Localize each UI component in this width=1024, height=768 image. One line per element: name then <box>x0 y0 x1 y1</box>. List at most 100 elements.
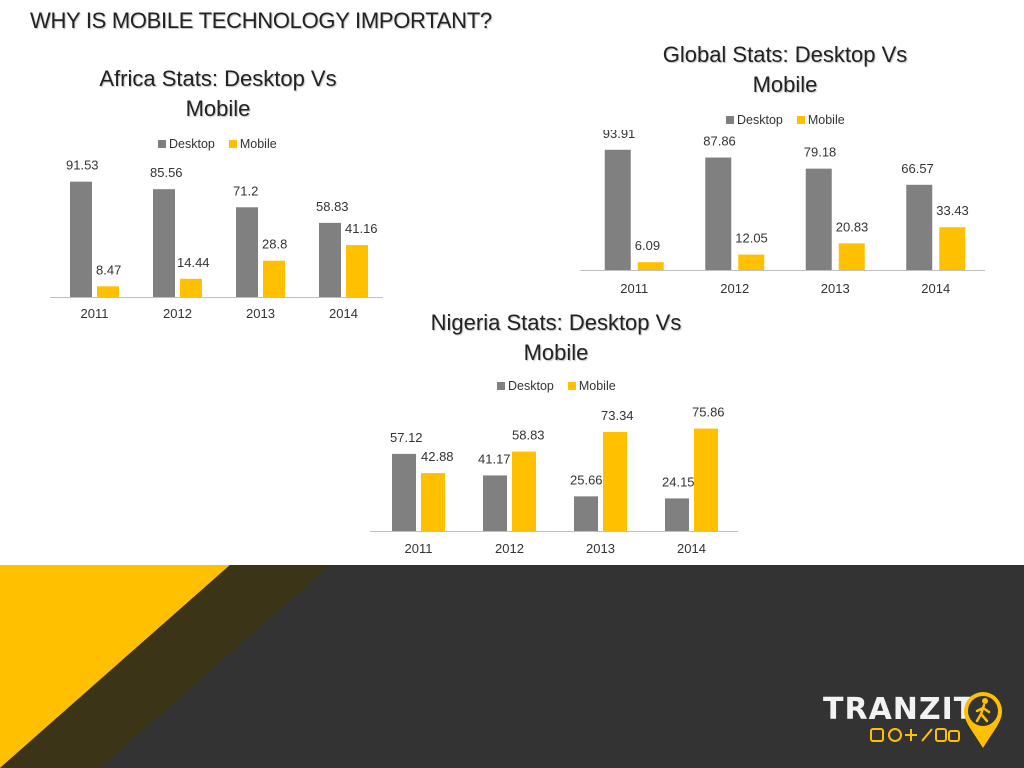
nigeria-bar-desktop-2014 <box>665 498 689 531</box>
nigeria-legend-mobile-label: Mobile <box>578 379 616 393</box>
africa-bar-mobile-2011 <box>97 286 119 297</box>
africa-data-label-mobile-2011: 8.47 <box>96 262 121 277</box>
africa-legend-mobile: Mobile <box>228 137 277 151</box>
global-bar-desktop-2011 <box>604 149 631 270</box>
africa-legend: Desktop Mobile <box>158 137 277 151</box>
global-legend-desktop-label: Desktop <box>737 113 783 127</box>
nigeria-chart-title-line1: Nigeria Stats: Desktop Vs <box>430 310 682 335</box>
africa-bar-mobile-2014 <box>346 245 368 297</box>
africa-data-label-desktop-2011: 91.53 <box>66 158 99 173</box>
africa-chart-title-line1: Africa Stats: Desktop Vs <box>99 66 337 91</box>
africa-legend-mobile-swatch <box>228 140 237 148</box>
footer-band <box>0 565 1024 768</box>
nigeria-legend: Desktop Mobile <box>497 379 616 393</box>
nigeria-chart-title: Nigeria Stats: Desktop Vs Mobile <box>396 308 716 368</box>
global-bar-desktop-2012 <box>705 157 732 270</box>
train-icon <box>935 728 947 742</box>
nigeria-bar-mobile-2012 <box>512 451 536 531</box>
nigeria-data-label-desktop-2013: 25.66 <box>570 472 603 487</box>
global-data-label-mobile-2011: 6.09 <box>635 238 660 253</box>
global-bar-desktop-2013 <box>805 168 832 270</box>
global-bar-mobile-2012 <box>738 254 765 270</box>
tranzit-logo-text: TRANZIT <box>823 692 976 727</box>
nigeria-tick-label-2013: 2013 <box>586 541 615 556</box>
nigeria-data-label-desktop-2012: 41.17 <box>478 451 511 466</box>
global-bar-desktop-2014 <box>906 184 933 270</box>
africa-bar-chart: 91.53 8.47 2011 85.56 14.44 2012 71.2 28.8 2013 5… <box>50 158 383 321</box>
page-title: WHY IS MOBILE TECHNOLOGY IMPORTANT? <box>30 8 492 33</box>
boat-icon <box>948 730 960 742</box>
global-data-label-desktop-2012: 87.86 <box>703 134 736 149</box>
africa-data-label-mobile-2012: 14.44 <box>177 255 210 270</box>
global-data-label-mobile-2012: 12.05 <box>735 231 768 246</box>
africa-data-label-desktop-2014: 58.83 <box>316 199 349 214</box>
africa-legend-desktop-swatch <box>158 140 166 148</box>
nigeria-legend-desktop-swatch <box>497 382 505 390</box>
global-legend-mobile: Mobile <box>796 113 845 127</box>
nigeria-bar-desktop-2013 <box>574 496 598 531</box>
nigeria-tick-label-2014: 2014 <box>677 541 706 556</box>
africa-chart-title: Africa Stats: Desktop Vs Mobile <box>58 64 378 124</box>
footer-shadow-band <box>0 565 330 768</box>
global-legend: Desktop Mobile <box>726 113 845 127</box>
africa-bar-desktop-2011 <box>70 181 92 297</box>
bike-icon <box>921 728 933 742</box>
nigeria-tick-label-2011: 2011 <box>405 541 433 556</box>
nigeria-tick-label-2012: 2012 <box>495 541 524 556</box>
transport-icons-row <box>870 728 960 742</box>
global-legend-desktop: Desktop <box>726 113 783 127</box>
africa-legend-desktop: Desktop <box>158 137 215 151</box>
nigeria-bar-mobile-2013 <box>603 431 627 531</box>
global-bar-chart: 93.91 6.09 2011 87.86 12.05 2012 79.18 20.83 201… <box>580 130 985 296</box>
car-icon <box>888 728 902 742</box>
global-chart-title-line1: Global Stats: Desktop Vs <box>662 42 908 67</box>
africa-tick-label-2011: 2011 <box>81 306 109 321</box>
africa-tick-label-2014: 2014 <box>329 306 358 321</box>
nigeria-legend-desktop-label: Desktop <box>508 379 554 393</box>
nigeria-data-label-desktop-2011: 57.12 <box>390 430 423 445</box>
plane-icon <box>905 729 917 741</box>
global-data-label-desktop-2014: 66.57 <box>901 161 934 176</box>
global-data-label-mobile-2013: 20.83 <box>836 219 869 234</box>
nigeria-data-label-mobile-2011: 42.88 <box>421 449 454 464</box>
africa-bar-desktop-2014 <box>319 222 341 297</box>
nigeria-data-label-mobile-2012: 58.83 <box>512 428 545 443</box>
global-chart-title-line2: Mobile <box>752 72 818 97</box>
global-data-label-desktop-2013: 79.18 <box>804 145 837 160</box>
africa-tick-label-2012: 2012 <box>163 306 192 321</box>
nigeria-bar-desktop-2011 <box>392 453 416 531</box>
nigeria-chart-title-line2: Mobile <box>523 340 589 365</box>
global-tick-label-2011: 2011 <box>620 281 648 296</box>
nigeria-legend-mobile-swatch <box>567 382 576 390</box>
nigeria-data-label-mobile-2014: 75.86 <box>692 405 725 420</box>
africa-bar-mobile-2013 <box>263 260 285 297</box>
nigeria-bar-mobile-2014 <box>694 428 718 531</box>
nigeria-data-label-mobile-2013: 73.34 <box>601 408 634 423</box>
nigeria-legend-desktop: Desktop <box>497 379 554 393</box>
nigeria-legend-mobile: Mobile <box>567 379 616 393</box>
nigeria-data-label-desktop-2014: 24.15 <box>662 474 695 489</box>
africa-bar-desktop-2012 <box>153 189 175 297</box>
global-bar-mobile-2014 <box>939 227 966 270</box>
global-tick-label-2013: 2013 <box>821 281 850 296</box>
global-legend-mobile-swatch <box>796 116 805 124</box>
global-chart-title: Global Stats: Desktop Vs Mobile <box>625 40 945 100</box>
africa-data-label-desktop-2013: 71.2 <box>233 183 258 198</box>
global-legend-mobile-label: Mobile <box>807 113 845 127</box>
africa-data-label-mobile-2014: 41.16 <box>345 221 378 236</box>
nigeria-bar-desktop-2012 <box>483 475 507 531</box>
bus-icon <box>870 728 884 742</box>
africa-data-label-desktop-2012: 85.56 <box>150 165 183 180</box>
africa-data-label-mobile-2013: 28.8 <box>262 237 287 252</box>
global-data-label-desktop-2011: 93.91 <box>603 130 636 141</box>
walking-person-pin-icon <box>964 692 1002 748</box>
africa-legend-desktop-label: Desktop <box>169 137 215 151</box>
africa-chart-title-line2: Mobile <box>185 96 251 121</box>
global-legend-desktop-swatch <box>726 116 734 124</box>
global-bar-mobile-2011 <box>637 262 664 270</box>
global-tick-label-2014: 2014 <box>921 281 950 296</box>
global-data-label-mobile-2014: 33.43 <box>936 203 969 218</box>
africa-legend-mobile-label: Mobile <box>239 137 277 151</box>
africa-bar-desktop-2013 <box>236 207 258 297</box>
